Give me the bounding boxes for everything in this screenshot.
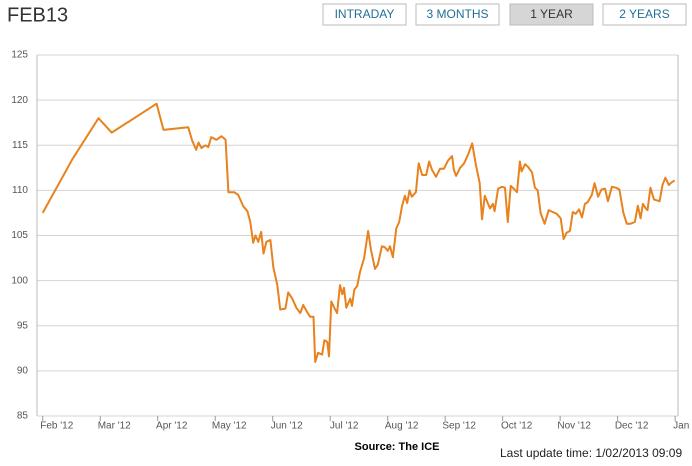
y-tick-label: 95 (17, 320, 29, 331)
tab-button-label[interactable]: 1 YEAR (530, 7, 573, 21)
tab-button[interactable] (415, 3, 500, 26)
chart-title: FEB13 (7, 4, 68, 26)
tab-button-label[interactable]: 2 YEARS (619, 7, 669, 21)
x-tick-label: Aug '12 (385, 421, 419, 432)
price-line (41, 102, 676, 363)
y-tick-label: 120 (11, 95, 28, 106)
x-tick-label: Jan '13 (673, 421, 692, 432)
tab-button[interactable] (602, 3, 687, 26)
y-tick-label: 115 (12, 140, 28, 151)
update-time: Last update time: 1/02/2013 09:09 (500, 446, 682, 460)
x-tick-label: Jul '12 (330, 421, 359, 432)
x-tick-label: Sep '12 (442, 421, 476, 432)
tab-button-label[interactable]: 3 MONTHS (426, 7, 488, 21)
x-tick-label: May '12 (212, 421, 247, 432)
y-tick-label: 85 (17, 411, 29, 422)
x-tick-label: Jun '12 (271, 421, 303, 432)
y-tick-label: 110 (12, 185, 28, 196)
y-tick-label: 90 (17, 366, 29, 377)
x-tick-label: Nov '12 (557, 421, 591, 432)
x-tick-label: Oct '12 (501, 421, 533, 432)
tab-button[interactable] (509, 3, 594, 26)
y-tick-label: 125 (11, 50, 28, 61)
x-tick-label: Feb '12 (40, 421, 73, 432)
y-tick-label: 100 (11, 275, 28, 286)
x-tick-label: Mar '12 (98, 421, 131, 432)
tab-button[interactable] (322, 3, 407, 26)
x-tick-label: Apr '12 (156, 421, 188, 432)
source: Source: The ICE (355, 441, 440, 453)
x-tick-label: Dec '12 (615, 421, 649, 432)
y-tick-label: 105 (11, 230, 28, 241)
tab-button-label[interactable]: INTRADAY (335, 7, 395, 21)
